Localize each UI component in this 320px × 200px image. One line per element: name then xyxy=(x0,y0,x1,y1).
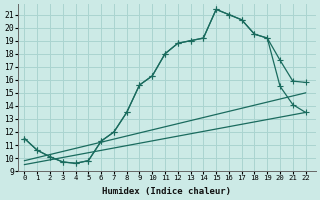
X-axis label: Humidex (Indice chaleur): Humidex (Indice chaleur) xyxy=(102,187,231,196)
